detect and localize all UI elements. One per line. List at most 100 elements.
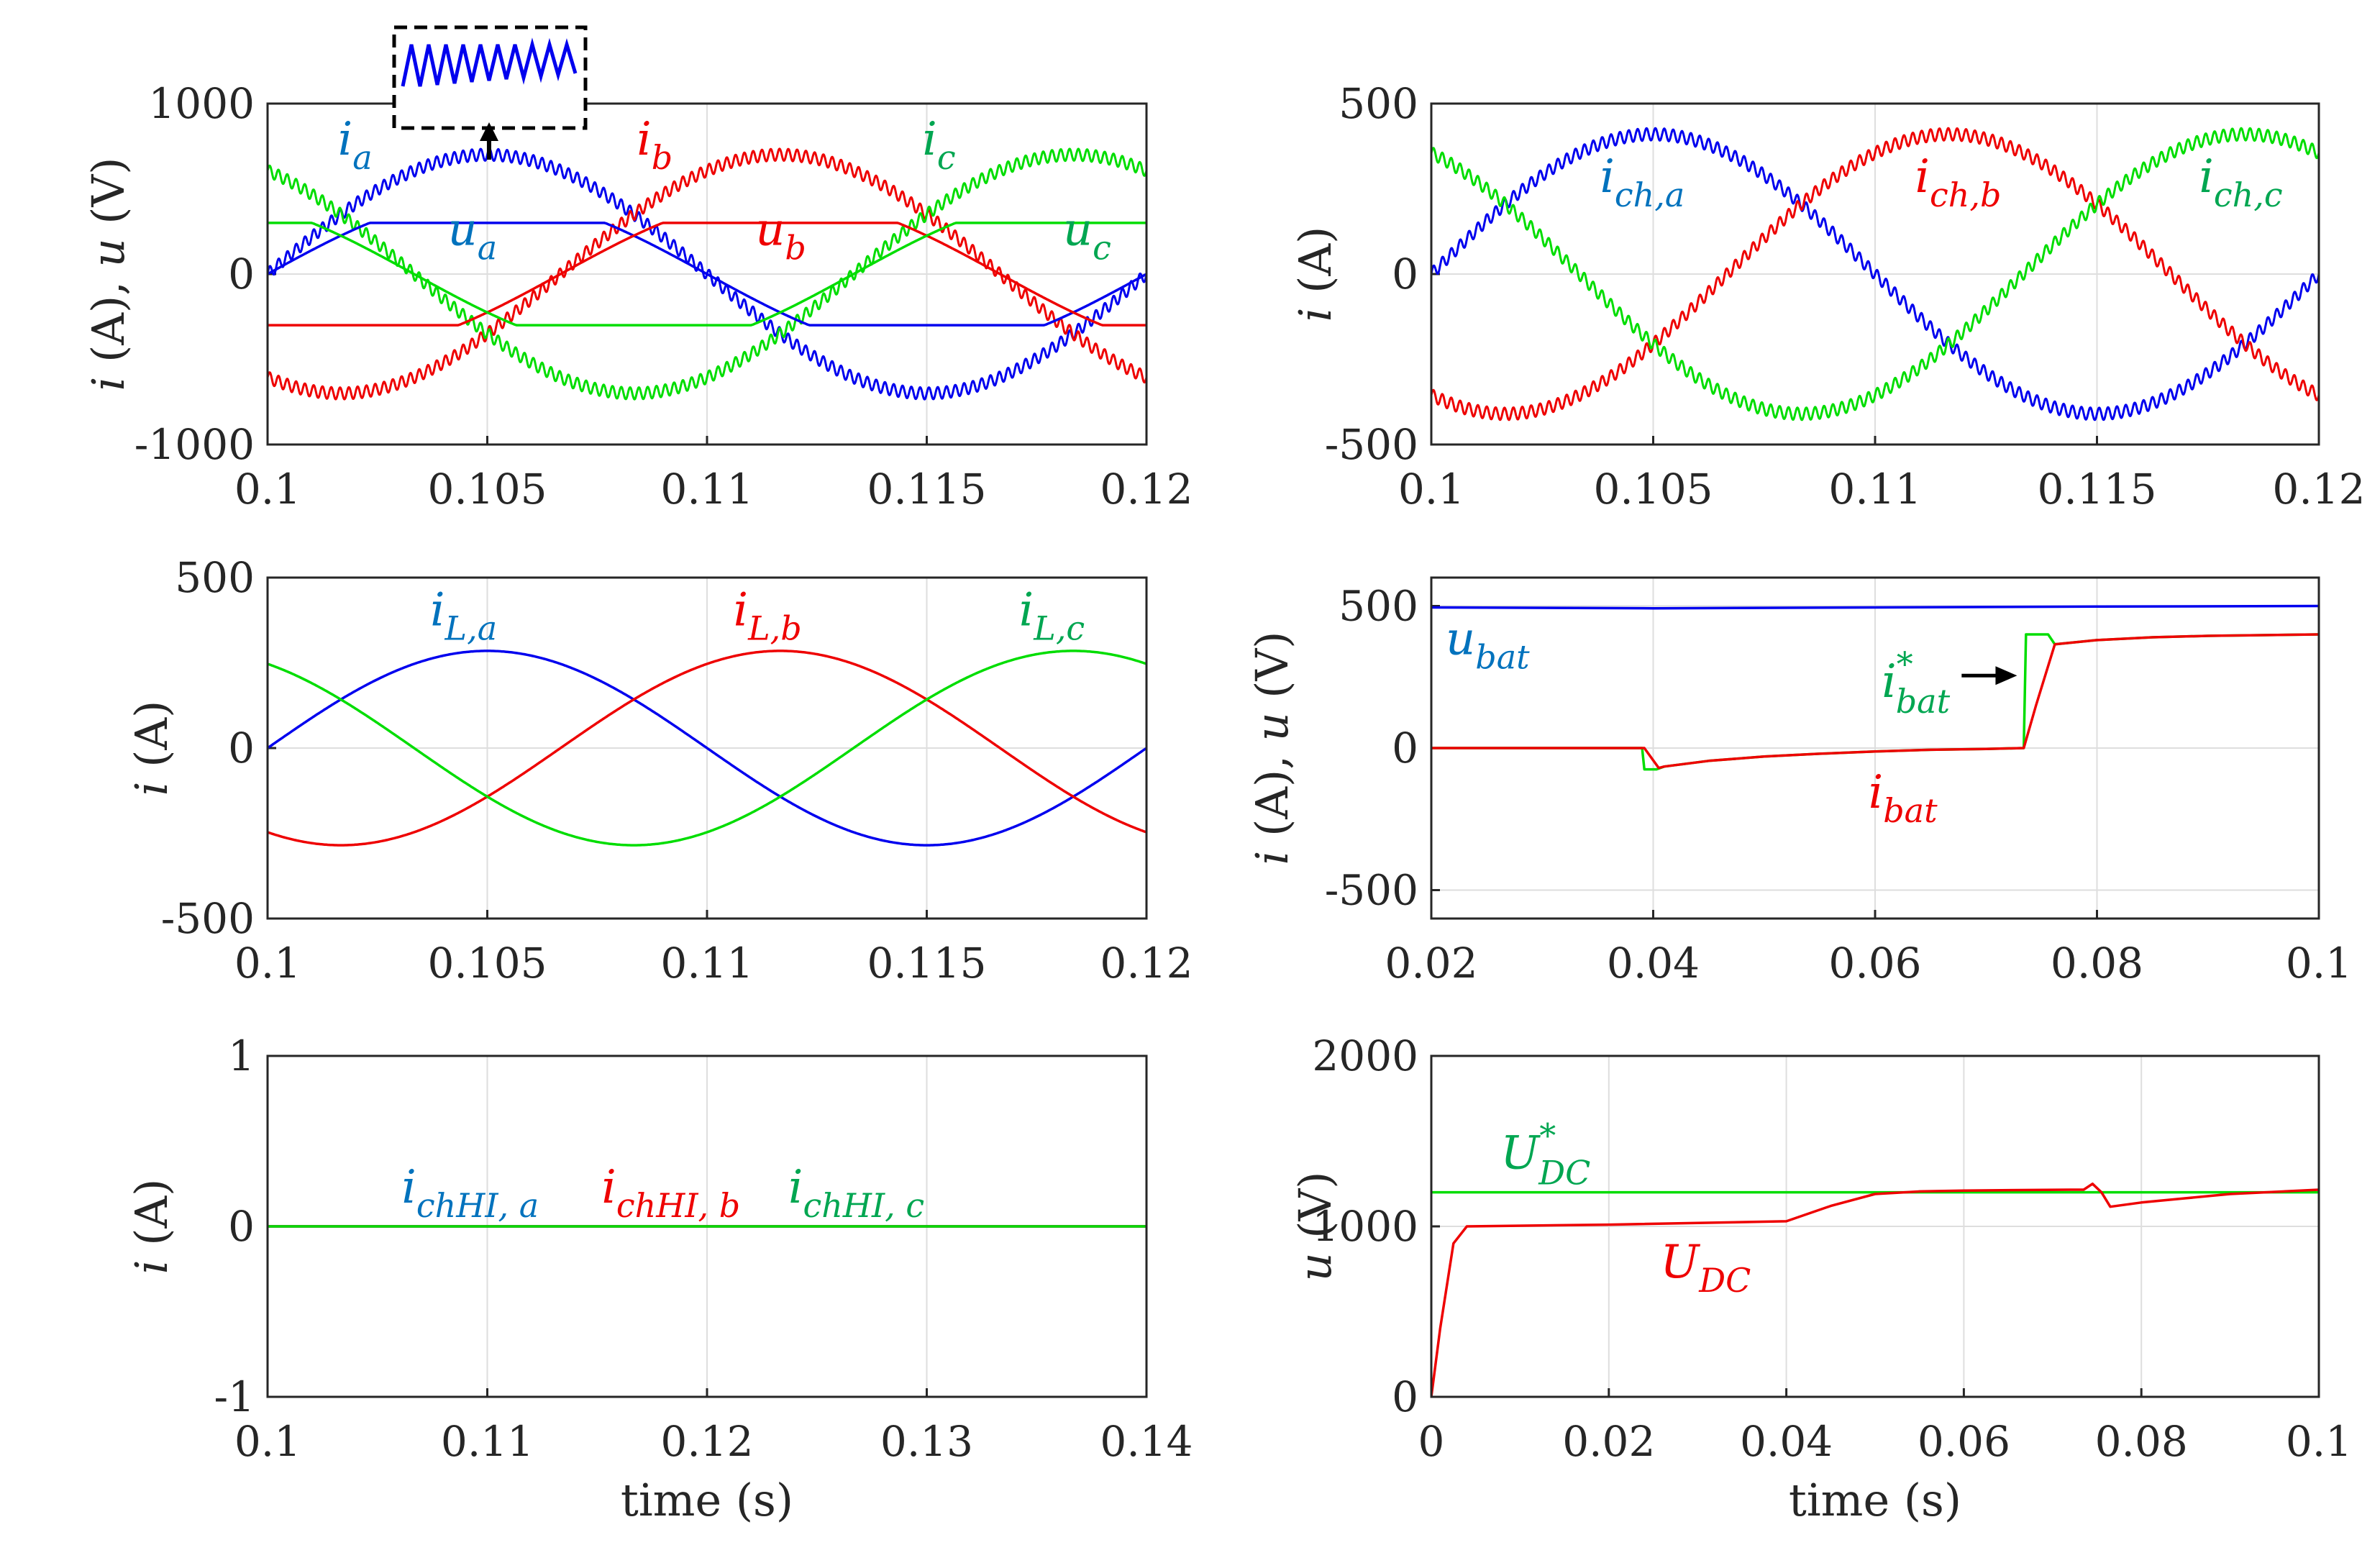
series-line-ich-a bbox=[1431, 127, 2319, 421]
y-axis-label: i (A) bbox=[125, 701, 178, 796]
x-tick-label: 0.02 bbox=[1385, 939, 1477, 988]
series-annotation: iL,c bbox=[1019, 583, 1085, 647]
series-line-il-b bbox=[268, 650, 1146, 847]
series-line-ich-c bbox=[1431, 127, 2319, 421]
chart-p6: 0 0.02 0.04 0.06 0.08 0.1 0 1000 2000 U* DC UDC u (V… bbox=[1289, 1031, 2352, 1526]
y-tick-label: -1 bbox=[214, 1372, 255, 1421]
chart-p2: 0.1 0.105 0.11 0.115 0.12 -500 0 500 ich,a ich,b i… bbox=[1289, 79, 2366, 514]
x-tick-label: 0.12 bbox=[1100, 939, 1193, 988]
x-tick-label: 0.06 bbox=[1918, 1417, 2010, 1466]
series-annotation: ia bbox=[338, 113, 373, 177]
plot-frame bbox=[1430, 576, 2320, 920]
series-annotation: ichHI, b bbox=[601, 1161, 740, 1225]
x-tick-label: 0.11 bbox=[660, 465, 753, 514]
series-line-ic bbox=[268, 147, 1146, 401]
chart-p5: 0.1 0.11 0.12 0.13 0.14 -1 0 1 ichHI, a ichHI, b i… bbox=[125, 1031, 1193, 1526]
x-tick-label: 0.1 bbox=[2286, 939, 2352, 988]
x-axis-label: time (s) bbox=[1789, 1474, 1961, 1526]
chart-p4: 0.02 0.04 0.06 0.08 0.1 -500 0 500 ubat i* bat ibat… bbox=[1246, 576, 2352, 988]
x-tick-label: 0.04 bbox=[1607, 939, 1700, 988]
x-tick-label: 0.02 bbox=[1562, 1417, 1655, 1466]
series-line-il-a bbox=[268, 650, 1146, 847]
y-tick-label: 1 bbox=[228, 1031, 255, 1080]
zoom-inset-ripple bbox=[401, 37, 578, 87]
series-annotation: UDC bbox=[1660, 1236, 1751, 1300]
series-line-ich-b bbox=[1431, 127, 2319, 421]
y-axis-label: i (A) bbox=[125, 1179, 178, 1275]
series-annotation: ic bbox=[922, 113, 955, 177]
series-annotation: i* bat bbox=[1882, 644, 1950, 721]
series-annotation: ua bbox=[448, 204, 498, 268]
series-group bbox=[268, 650, 1146, 847]
x-tick-label: 0.1 bbox=[234, 939, 301, 988]
series-annotation: ich,a bbox=[1600, 150, 1684, 214]
zoom-arrow-head bbox=[480, 122, 498, 141]
x-tick-label: 0.04 bbox=[1740, 1417, 1833, 1466]
series-line-udc bbox=[1431, 1182, 2319, 1397]
x-tick-label: 0.1 bbox=[1398, 465, 1464, 514]
plot-frame bbox=[1430, 102, 2320, 446]
y-tick-label: -500 bbox=[1325, 420, 1418, 469]
series-annotation: ich,b bbox=[1915, 150, 2002, 214]
x-tick-label: 0.115 bbox=[867, 939, 986, 988]
series-annotation: ib bbox=[637, 113, 672, 177]
y-tick-label: 500 bbox=[1339, 79, 1418, 128]
series-annotation: ichHI, a bbox=[401, 1161, 539, 1225]
x-tick-label: 0.105 bbox=[427, 939, 547, 988]
plot-frame bbox=[266, 576, 1148, 920]
y-tick-label: -500 bbox=[1325, 866, 1418, 915]
y-tick-label: -1000 bbox=[134, 420, 255, 469]
plot-frame bbox=[266, 1054, 1148, 1398]
y-tick-label: 0 bbox=[228, 1202, 255, 1251]
series-annotation: U* DC bbox=[1500, 1116, 1590, 1192]
series-annotation: ubat bbox=[1446, 613, 1530, 677]
series-annotation: ub bbox=[755, 204, 806, 268]
x-tick-label: 0.08 bbox=[2095, 1417, 2188, 1466]
series-line-ua bbox=[268, 222, 1146, 327]
x-tick-label: 0.1 bbox=[234, 465, 301, 514]
y-axis-label: i (A), u (V) bbox=[82, 158, 134, 391]
x-tick-label: 0.12 bbox=[660, 1417, 753, 1466]
series-annotation: ichHI, c bbox=[788, 1161, 924, 1225]
series-annotation: ich,c bbox=[2199, 150, 2282, 214]
series-annotation: ibat bbox=[1869, 766, 1938, 830]
x-tick-label: 0.06 bbox=[1828, 939, 1921, 988]
series-annotation: iL,b bbox=[734, 583, 802, 647]
y-tick-label: 0 bbox=[1392, 250, 1418, 299]
y-tick-label: 500 bbox=[1339, 582, 1418, 631]
series-annotation: iL,a bbox=[430, 583, 497, 647]
x-tick-label: 0.11 bbox=[1828, 465, 1921, 514]
x-tick-label: 0.14 bbox=[1100, 1417, 1193, 1466]
x-tick-label: 0.12 bbox=[1100, 465, 1193, 514]
arrow-head bbox=[1995, 666, 2017, 685]
x-tick-label: 0.08 bbox=[2051, 939, 2143, 988]
y-tick-label: -500 bbox=[161, 894, 255, 943]
y-tick-label: 1000 bbox=[1312, 1202, 1418, 1251]
x-tick-label: 0.1 bbox=[234, 1417, 301, 1466]
x-tick-label: 0.105 bbox=[1593, 465, 1713, 514]
plot-frame bbox=[1430, 1054, 2320, 1398]
series-group bbox=[1431, 604, 2319, 771]
x-tick-label: 0.1 bbox=[2286, 1417, 2352, 1466]
y-tick-label: 0 bbox=[1392, 724, 1418, 773]
x-tick-label: 0.115 bbox=[867, 465, 986, 514]
series-line-ibat bbox=[1431, 633, 2319, 770]
y-tick-label: 0 bbox=[228, 724, 255, 773]
series-line-ub bbox=[268, 222, 1146, 327]
x-tick-label: 0.12 bbox=[2272, 465, 2365, 514]
y-tick-label: 1000 bbox=[148, 79, 255, 128]
series-annotation: uc bbox=[1063, 204, 1111, 268]
y-tick-label: 500 bbox=[175, 553, 255, 602]
chart-p3: 0.1 0.105 0.11 0.115 0.12 -500 0 500 iL,a iL,b iL,… bbox=[125, 553, 1193, 988]
series-line-il-c bbox=[268, 650, 1146, 847]
x-tick-label: 0.11 bbox=[441, 1417, 534, 1466]
y-tick-label: 0 bbox=[1392, 1372, 1418, 1421]
series-group bbox=[268, 147, 1146, 401]
chart-p1: 0.1 0.105 0.11 0.115 0.12 -1000 0 1000 ia ib ic ua u… bbox=[82, 79, 1193, 514]
series-group bbox=[1431, 1182, 2319, 1397]
y-tick-label: 2000 bbox=[1312, 1031, 1418, 1080]
y-tick-label: 0 bbox=[228, 250, 255, 299]
y-axis-label: i (A), u (V) bbox=[1246, 632, 1298, 865]
series-line-ib bbox=[268, 147, 1146, 401]
